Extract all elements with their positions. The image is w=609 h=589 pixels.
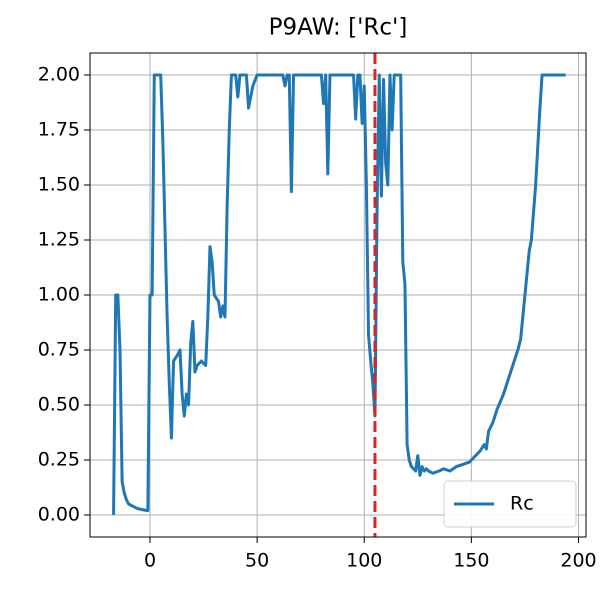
y-tick-label: 2.00 (38, 64, 80, 86)
x-tick-label: 200 (560, 550, 596, 572)
plot-frame (89, 52, 587, 538)
y-tick-label: 1.50 (38, 174, 80, 196)
x-tick-label: 100 (346, 550, 382, 572)
x-tick-label: 50 (245, 550, 269, 572)
x-tick-label: 0 (144, 550, 156, 572)
y-tick-label: 0.75 (38, 339, 80, 361)
legend-label: Rc (510, 493, 534, 515)
x-tick-label: 150 (453, 550, 489, 572)
chart-title: P9AW: ['Rc'] (269, 15, 408, 41)
y-tick-label: 1.00 (38, 284, 80, 306)
y-tick-label: 1.25 (38, 229, 80, 251)
legend-box (443, 480, 577, 528)
y-tick-label: 0.50 (38, 394, 80, 416)
y-tick-label: 1.75 (38, 119, 80, 141)
line (112, 73, 566, 516)
y-tick-label: 0.00 (38, 504, 80, 526)
y-tick-label: 0.25 (38, 449, 80, 471)
